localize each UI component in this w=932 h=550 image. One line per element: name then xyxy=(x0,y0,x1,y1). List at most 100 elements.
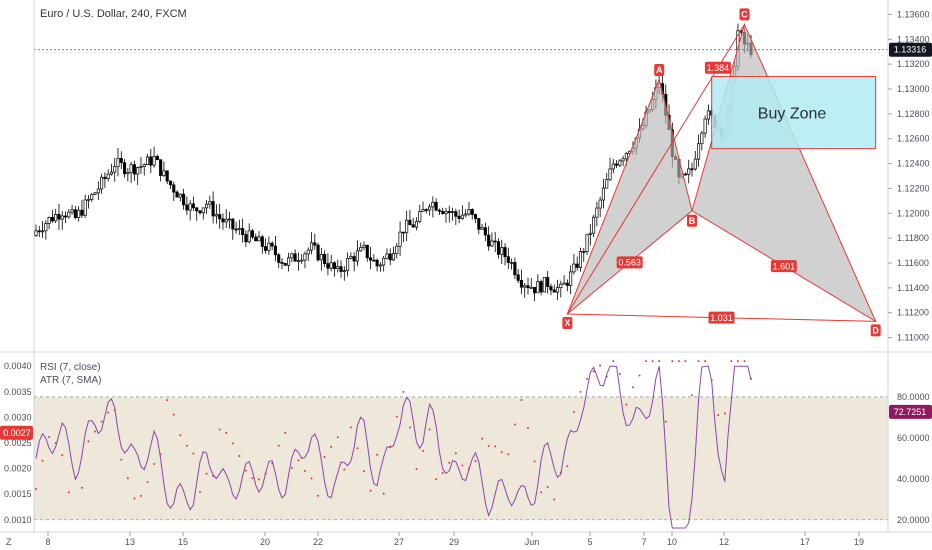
candle-body xyxy=(460,214,464,219)
candle-body xyxy=(149,156,153,166)
atr-dot xyxy=(336,436,339,439)
candle-body xyxy=(611,163,615,170)
candle-body xyxy=(369,257,373,261)
atr-dot xyxy=(166,399,169,402)
atr-dot xyxy=(684,360,687,363)
candle-body xyxy=(100,176,104,190)
candle-body xyxy=(349,256,353,259)
candle-body xyxy=(559,283,563,288)
point-x-label-bg xyxy=(562,316,573,329)
candle-body xyxy=(687,168,691,175)
candle-body xyxy=(457,215,461,219)
candle-body xyxy=(139,166,143,169)
atr-dot xyxy=(290,467,293,470)
candle-body xyxy=(126,172,130,175)
price-axis[interactable]: 1.13600 1.13400 1.13200 1.13000 1.12800 1.126… xyxy=(888,9,930,343)
atr-dot xyxy=(139,494,142,497)
atr-dot xyxy=(638,374,641,377)
atr-dot xyxy=(120,458,123,461)
atr-dot xyxy=(448,461,451,464)
atr-dot xyxy=(146,481,149,484)
point-c-label: C xyxy=(741,9,748,19)
atr-dot xyxy=(258,478,261,481)
candle-body xyxy=(277,254,281,263)
candle-body xyxy=(313,242,317,246)
atr-dot xyxy=(513,423,516,426)
atr-dot xyxy=(415,468,418,471)
atr-dot xyxy=(238,454,241,457)
price-tick-label: 1.13600 xyxy=(897,9,930,19)
candle-body xyxy=(480,227,484,230)
atr-dot xyxy=(126,477,129,480)
atr-dot xyxy=(631,386,634,389)
point-x-label: X xyxy=(564,318,570,328)
price-tick-label: 1.12200 xyxy=(897,183,930,193)
time-tick-label: 27 xyxy=(394,537,404,547)
candle-body xyxy=(244,234,248,243)
candle-body xyxy=(214,214,218,217)
candle-body xyxy=(237,228,241,230)
price-tick-label: 1.13200 xyxy=(897,59,930,69)
time-tick-label: 12 xyxy=(719,537,729,547)
atr-dot xyxy=(736,360,739,363)
atr-dot xyxy=(185,444,188,447)
atr-dot xyxy=(461,464,464,467)
candle-body xyxy=(346,258,350,271)
ratio-xb-bg xyxy=(616,256,643,269)
candle-body xyxy=(119,158,123,164)
atr-tick-label: 0.0030 xyxy=(4,412,32,422)
candle-body xyxy=(359,247,363,252)
candle-body xyxy=(372,259,376,262)
candle-body xyxy=(77,209,81,218)
point-b-label-bg xyxy=(687,214,697,227)
rsi-legend-label[interactable]: RSI (7, close) xyxy=(40,362,101,373)
candle-body xyxy=(41,230,45,233)
atr-axis[interactable]: 0.0040 0.0035 0.0030 0.0025 0.0020 0.0015 0.00… xyxy=(4,361,32,525)
candle-body xyxy=(70,209,74,213)
candle-body xyxy=(437,209,441,212)
atr-dot xyxy=(310,477,313,480)
atr-legend-label[interactable]: ATR (7, SMA) xyxy=(40,375,101,386)
candle-body xyxy=(529,287,533,289)
atr-dot xyxy=(408,426,411,429)
price-tick-label: 1.11200 xyxy=(897,308,929,318)
candle-body xyxy=(191,203,195,209)
candle-body xyxy=(401,231,405,234)
rsi-axis[interactable]: 80.0000 60.0000 40.0000 20.0000 xyxy=(897,392,930,525)
candle-body xyxy=(388,253,392,261)
corner-label[interactable]: Z xyxy=(6,537,12,547)
candle-body xyxy=(582,251,586,253)
candle-body xyxy=(385,253,389,259)
candle-body xyxy=(464,213,468,216)
atr-dot xyxy=(330,445,333,448)
atr-dot xyxy=(618,373,621,376)
candle-body xyxy=(513,262,517,276)
atr-tick-label: 0.0020 xyxy=(4,464,32,474)
candle-body xyxy=(109,171,113,175)
candle-body xyxy=(683,173,687,176)
harmonic-pattern[interactable]: Buy Zone 0.563 1.384 1.601 1.031 X A B C D xyxy=(562,8,881,337)
ratio-xd-bg xyxy=(708,311,735,324)
candle-body xyxy=(86,199,91,201)
atr-dot xyxy=(664,420,667,423)
atr-dot xyxy=(540,491,543,494)
candle-body xyxy=(569,271,573,286)
candle-body xyxy=(309,242,314,251)
price-tick-label: 1.12600 xyxy=(897,134,930,144)
time-axis[interactable]: 8 13 15 20 22 27 29 Jun 5 7 10 12 17 19 xyxy=(45,532,864,547)
atr-dot xyxy=(500,451,503,454)
candle-body xyxy=(300,259,304,262)
atr-tick-label: 0.0015 xyxy=(4,489,32,499)
candle-body xyxy=(585,234,589,252)
atr-value-tag: 0.0027 xyxy=(0,425,33,440)
candle-body xyxy=(323,253,327,264)
candle-body xyxy=(185,204,189,211)
rsi-value: 72.7251 xyxy=(894,407,927,417)
candle-body xyxy=(615,163,619,166)
candle-body xyxy=(73,209,77,218)
candle-body xyxy=(319,253,323,261)
candle-body xyxy=(546,276,550,287)
buy-zone-box[interactable] xyxy=(711,76,877,150)
candle-body xyxy=(542,276,546,293)
candle-body xyxy=(287,257,291,266)
